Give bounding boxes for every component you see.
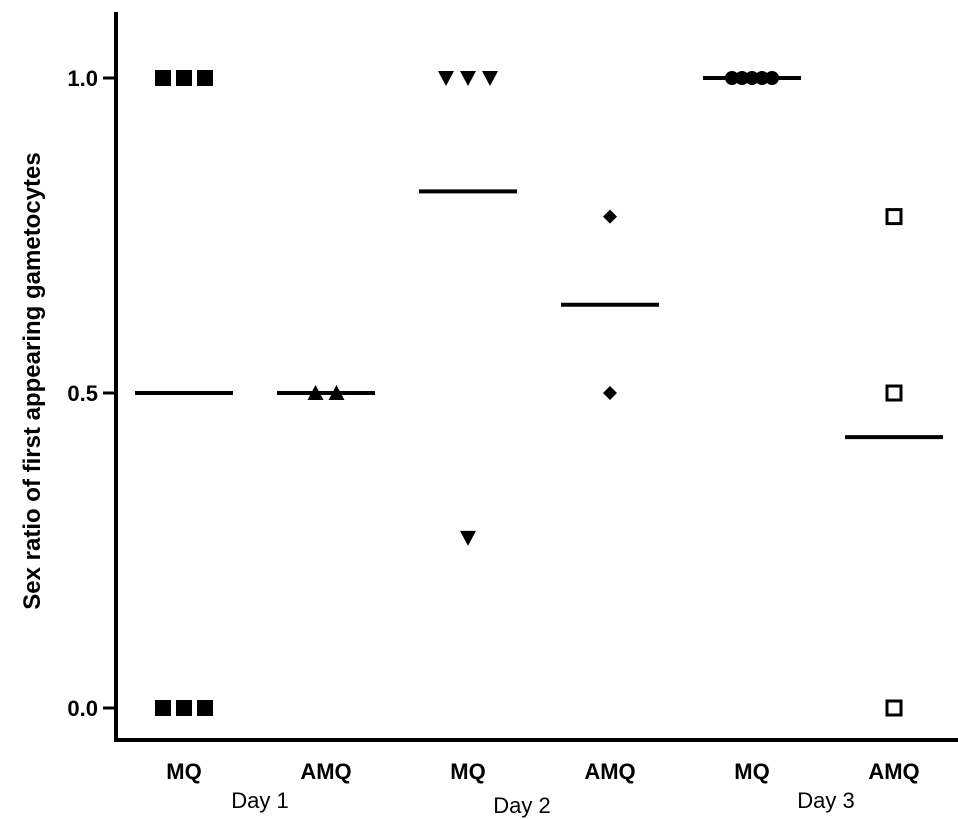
data-point-triangle-down [460, 71, 476, 86]
data-point-square [176, 700, 192, 716]
data-point-triangle-up [328, 385, 345, 400]
data-point-triangle-down [438, 71, 454, 86]
data-point-open-square [885, 384, 903, 402]
x-category-label: MQ [450, 759, 485, 784]
data-point-triangle-down [482, 71, 498, 86]
x-category-label: MQ [734, 759, 769, 784]
data-point-circle [725, 71, 739, 85]
data-point-diamond [603, 386, 617, 400]
data-point-square [155, 700, 171, 716]
x-group-label: Day 3 [797, 788, 854, 813]
data-point-square [197, 700, 213, 716]
data-point-triangle-down [460, 530, 476, 546]
data-point-square [155, 70, 171, 86]
y-tick-label: 1.0 [67, 66, 98, 91]
data-point-square [197, 70, 213, 86]
data-point-open-square [885, 699, 903, 717]
data-point-circle [745, 71, 759, 85]
data-point-square [176, 70, 192, 86]
data-point-circle [735, 71, 749, 85]
y-tick-label: 0.0 [67, 696, 98, 721]
x-group-label: Day 2 [493, 793, 550, 818]
data-point-circle [765, 71, 779, 85]
data-point-circle [755, 71, 769, 85]
x-group-label: Day 1 [231, 788, 288, 813]
x-category-label: MQ [166, 759, 201, 784]
x-category-label: AMQ [300, 759, 351, 784]
x-category-label: AMQ [868, 759, 919, 784]
data-point-open-square [885, 208, 903, 226]
y-axis-title: Sex ratio of first appearing gametocytes [19, 152, 46, 609]
y-tick-label: 0.5 [67, 381, 98, 406]
data-point-triangle-up [307, 385, 324, 400]
data-point-diamond [603, 209, 617, 224]
x-category-label: AMQ [584, 759, 635, 784]
